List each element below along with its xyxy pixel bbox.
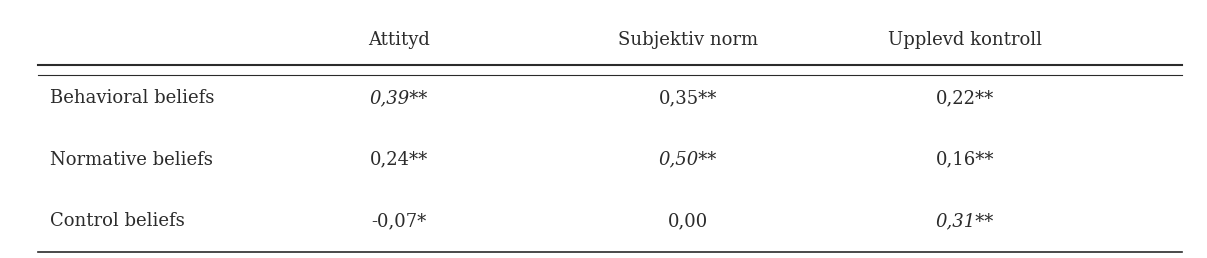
Text: 0,16**: 0,16**: [935, 151, 995, 169]
Text: Control beliefs: Control beliefs: [49, 212, 185, 230]
Text: 0,31**: 0,31**: [935, 212, 993, 230]
Text: Subjektiv norm: Subjektiv norm: [618, 31, 758, 49]
Text: Normative beliefs: Normative beliefs: [49, 151, 212, 169]
Text: -0,07*: -0,07*: [372, 212, 426, 230]
Text: Behavioral beliefs: Behavioral beliefs: [49, 89, 214, 107]
Text: Attityd: Attityd: [368, 31, 430, 49]
Text: 0,22**: 0,22**: [935, 89, 993, 107]
Text: 0,39**: 0,39**: [369, 89, 428, 107]
Text: Upplevd kontroll: Upplevd kontroll: [888, 31, 1042, 49]
Text: 0,50**: 0,50**: [659, 151, 717, 169]
Text: 0,24**: 0,24**: [369, 151, 428, 169]
Text: 0,00: 0,00: [667, 212, 709, 230]
Text: 0,35**: 0,35**: [659, 89, 717, 107]
